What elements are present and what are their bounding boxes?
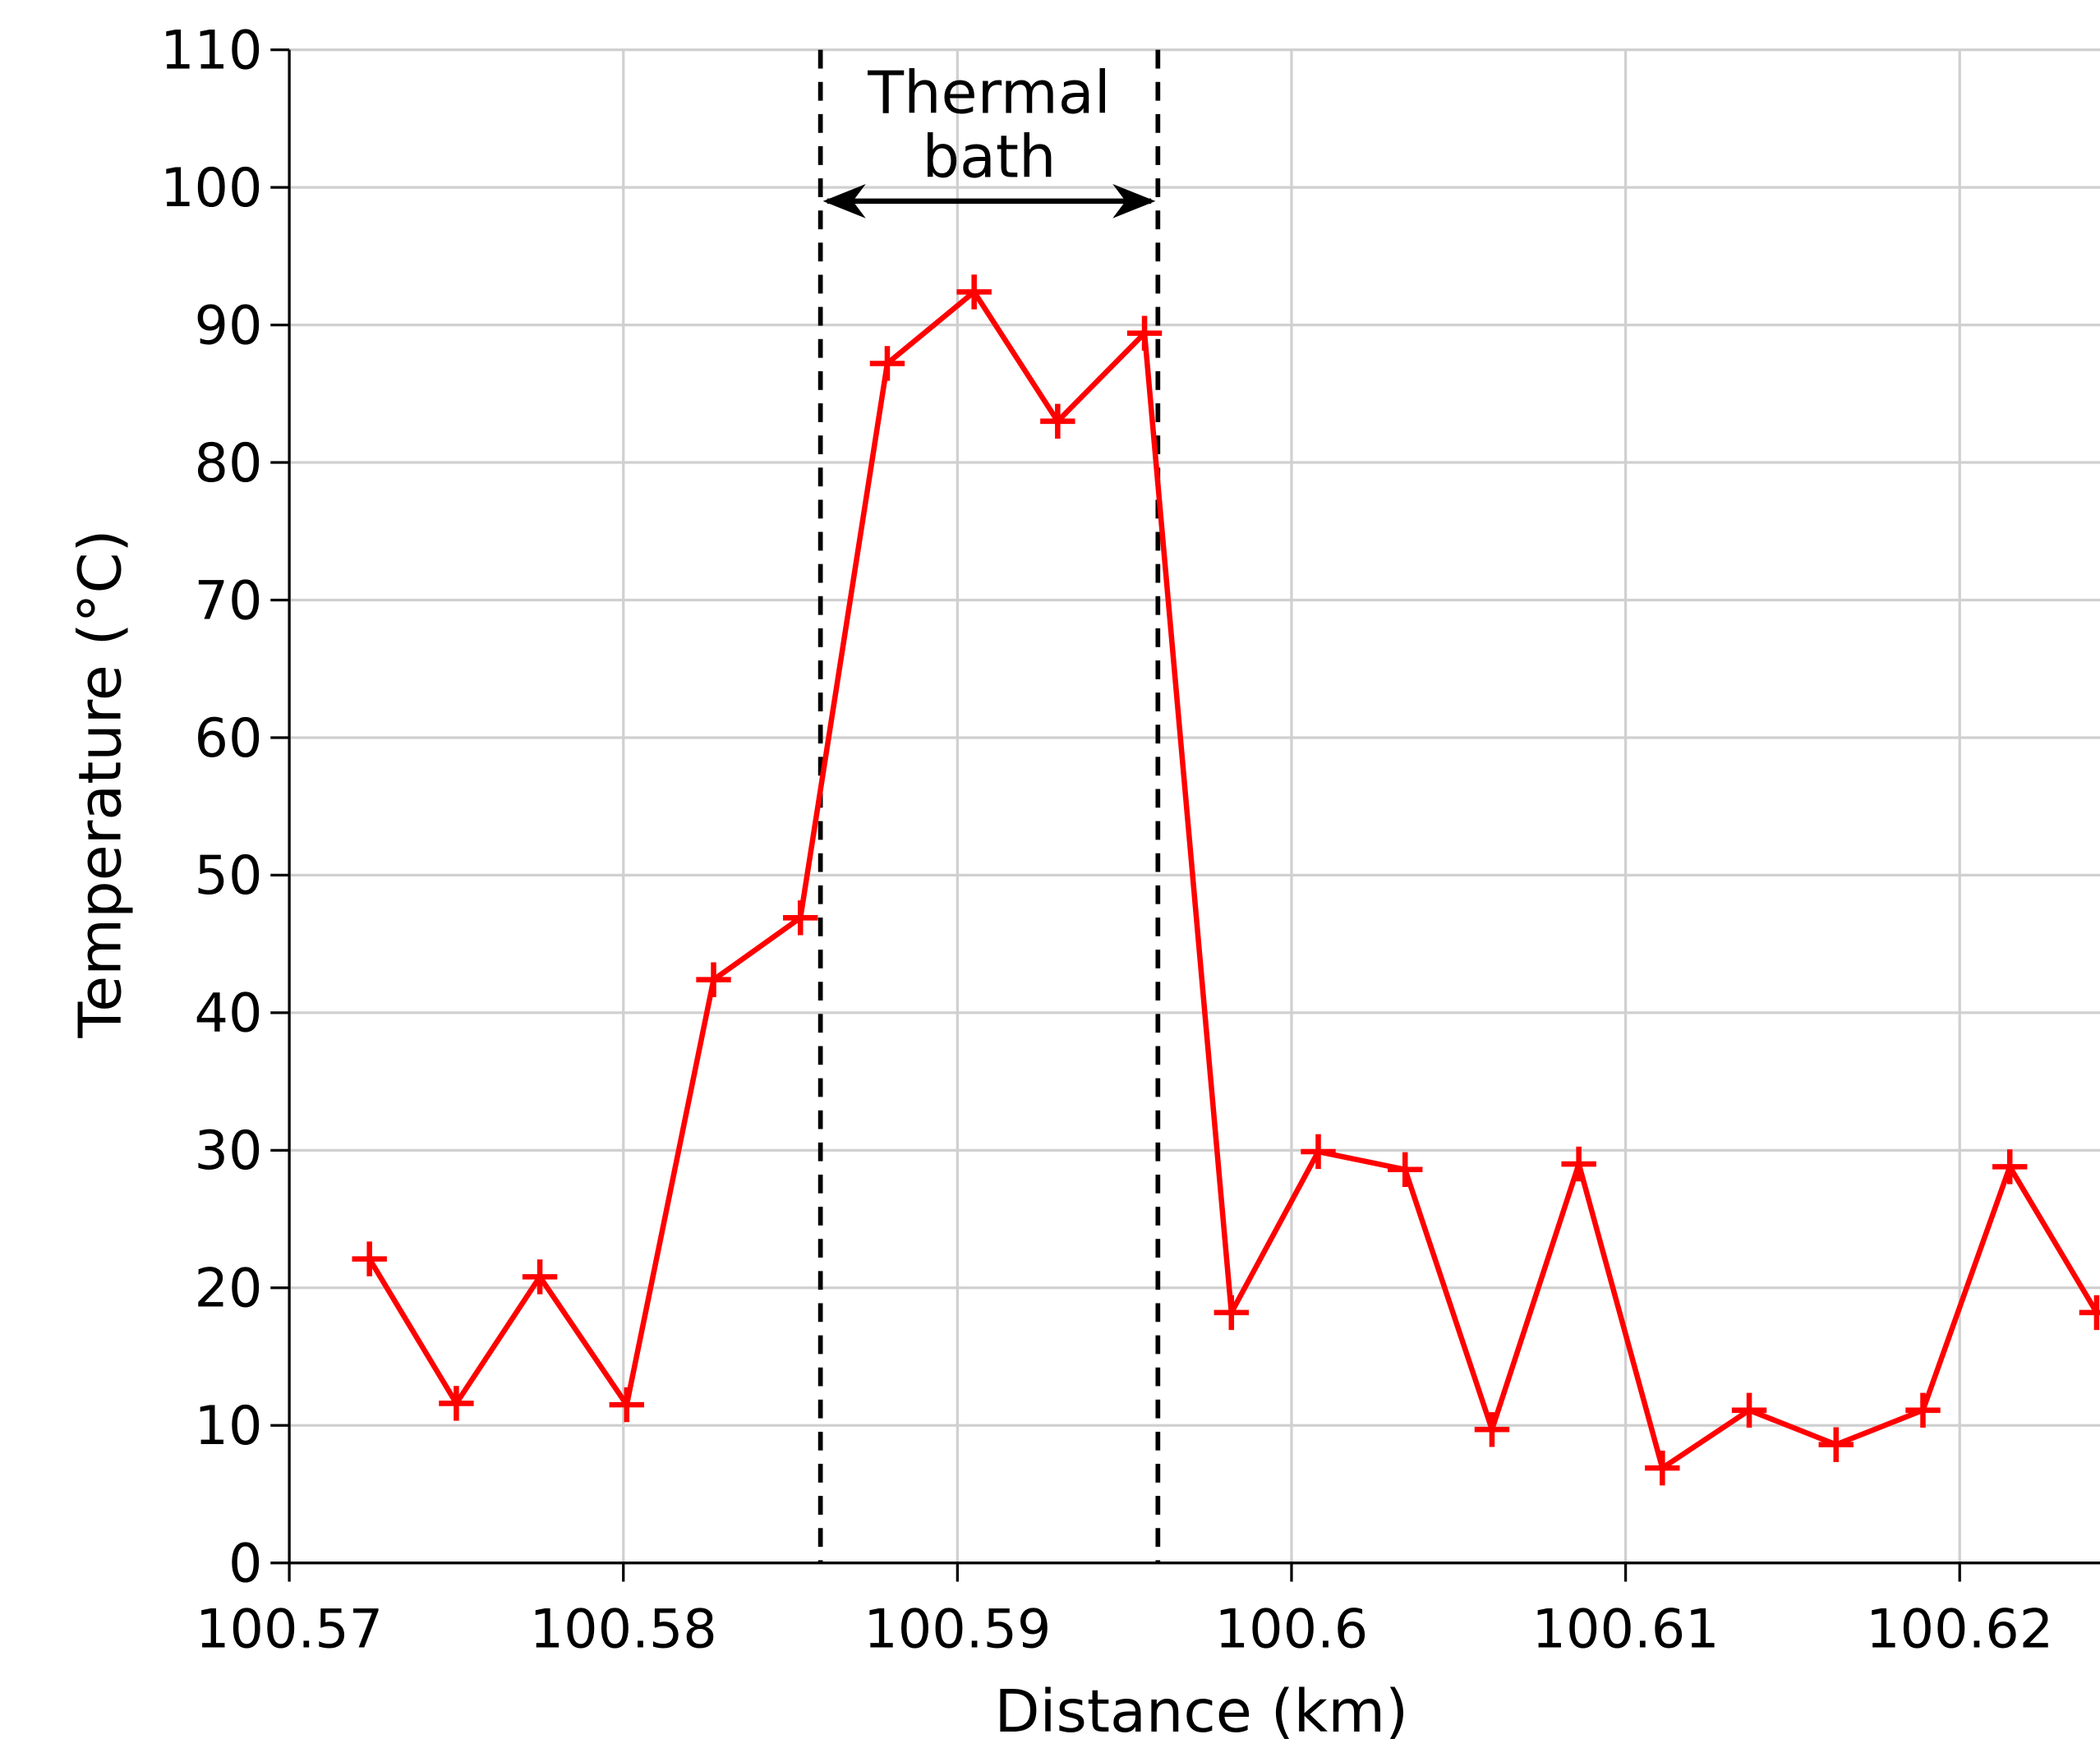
data-point	[1126, 315, 1163, 351]
y-axis-label: Temperature (°C)	[66, 529, 135, 1038]
x-tick-label: 100.6	[1215, 1598, 1369, 1660]
y-tick-label: 110	[160, 19, 262, 81]
data-point	[783, 900, 818, 936]
y-tick-label: 60	[195, 707, 263, 770]
y-tick-label: 80	[195, 432, 263, 494]
data-point	[522, 1259, 558, 1295]
data-point	[352, 1241, 387, 1276]
y-tick-label: 70	[195, 569, 263, 632]
data-point	[1818, 1427, 1854, 1462]
data-point	[2079, 1295, 2100, 1331]
y-tick-label: 0	[228, 1533, 262, 1595]
y-tick-label: 90	[195, 294, 263, 356]
annotation-text: Thermal	[867, 58, 1110, 126]
data-point	[1388, 1152, 1423, 1187]
x-axis-label: Distance (km)	[994, 1677, 1408, 1746]
data-point	[1905, 1392, 1941, 1428]
annotation-text: bath	[922, 122, 1056, 191]
y-tick-label: 10	[195, 1395, 263, 1457]
data-point	[1301, 1134, 1336, 1170]
x-tick-label: 100.61	[1532, 1598, 1720, 1660]
data-point	[1213, 1295, 1249, 1331]
y-tick-label: 40	[195, 982, 263, 1045]
x-tick-label: 100.59	[863, 1598, 1051, 1660]
x-tick-label: 100.57	[196, 1598, 383, 1660]
data-point	[1561, 1146, 1596, 1182]
data-point	[1040, 403, 1075, 439]
data-point	[1474, 1412, 1510, 1447]
data-point	[1992, 1149, 2028, 1184]
data-point	[1731, 1392, 1767, 1428]
data-point	[956, 274, 992, 310]
data-point	[609, 1387, 644, 1423]
y-tick-label: 20	[195, 1258, 263, 1320]
data-point	[869, 346, 905, 381]
y-tick-label: 30	[195, 1120, 263, 1182]
y-tick-label: 100	[160, 157, 262, 219]
data-point	[439, 1386, 474, 1421]
data-point	[1645, 1450, 1680, 1486]
x-tick-label: 100.62	[1866, 1598, 2053, 1660]
data-line	[366, 288, 2099, 1473]
x-tick-label: 100.58	[530, 1598, 717, 1660]
y-tick-label: 50	[195, 844, 263, 907]
data-point	[696, 962, 731, 997]
